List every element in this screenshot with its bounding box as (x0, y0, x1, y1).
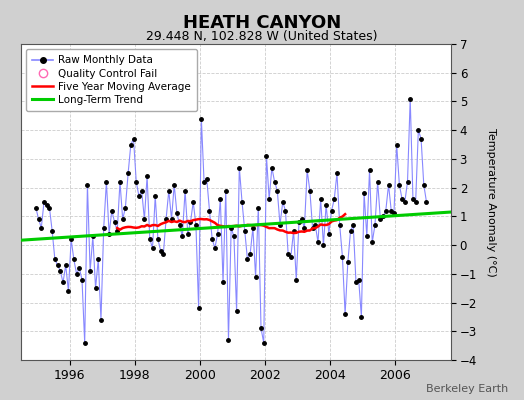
Text: Berkeley Earth: Berkeley Earth (426, 384, 508, 394)
Text: HEATH CANYON: HEATH CANYON (183, 14, 341, 32)
Y-axis label: Temperature Anomaly (°C): Temperature Anomaly (°C) (486, 128, 496, 276)
Legend: Raw Monthly Data, Quality Control Fail, Five Year Moving Average, Long-Term Tren: Raw Monthly Data, Quality Control Fail, … (26, 49, 198, 111)
Text: 29.448 N, 102.828 W (United States): 29.448 N, 102.828 W (United States) (146, 30, 378, 43)
